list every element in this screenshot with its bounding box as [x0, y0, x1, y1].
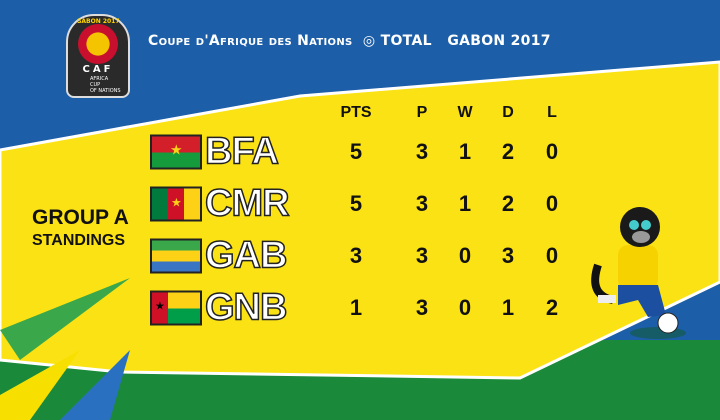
column-header-d: D	[502, 104, 514, 121]
group-name: GROUP A	[32, 206, 129, 229]
stat-pts: 5	[349, 139, 363, 164]
burkina-faso-flag-icon: ★	[150, 134, 202, 170]
team-code: CMR	[204, 182, 290, 226]
stat-w: 1	[458, 139, 472, 164]
panther-mascot	[591, 207, 686, 339]
tournament-title: Coupe d'Afrique des Nations ◎ TOTAL GABO…	[148, 33, 551, 49]
stat-pts: 1	[349, 295, 363, 320]
team-code: BFA	[204, 130, 280, 174]
title-main: Coupe d'Afrique des Nations	[148, 33, 353, 49]
stat-p: 3	[415, 139, 429, 164]
caf-afcon-logo: GABON 2017 CAF AFRICA CUP OF NATIONS	[66, 14, 130, 98]
team-code: GAB	[204, 234, 288, 278]
column-header-w: W	[457, 104, 473, 121]
stat-l: 2	[545, 295, 559, 320]
column-header-pts: PTS	[340, 104, 372, 121]
edition: GABON 2017	[447, 33, 551, 49]
gabon-flag-icon	[150, 238, 202, 274]
stat-l: 0	[545, 191, 559, 216]
stat-d: 2	[501, 139, 515, 164]
total-logo-icon: ◎	[357, 33, 376, 49]
stat-w: 0	[458, 243, 472, 268]
stat-p: 3	[415, 243, 429, 268]
column-header-l: L	[547, 104, 557, 121]
stat-l: 0	[545, 243, 559, 268]
cameroon-flag-icon: ★	[150, 186, 202, 222]
stat-w: 1	[458, 191, 472, 216]
stat-p: 3	[415, 295, 429, 320]
team-code: GNB	[204, 286, 288, 330]
stat-pts: 3	[349, 243, 363, 268]
stat-l: 0	[545, 139, 559, 164]
stat-d: 2	[501, 191, 515, 216]
stat-d: 1	[501, 295, 515, 320]
stat-d: 3	[501, 243, 515, 268]
stat-pts: 5	[349, 191, 363, 216]
stat-w: 0	[458, 295, 472, 320]
stat-p: 3	[415, 191, 429, 216]
guinea-bissau-flag-icon: ★	[150, 290, 202, 326]
group-label: GROUP A STANDINGS	[32, 206, 129, 250]
sponsor: TOTAL	[380, 33, 432, 49]
group-subtitle: STANDINGS	[32, 232, 126, 249]
column-header-p: P	[416, 104, 428, 121]
